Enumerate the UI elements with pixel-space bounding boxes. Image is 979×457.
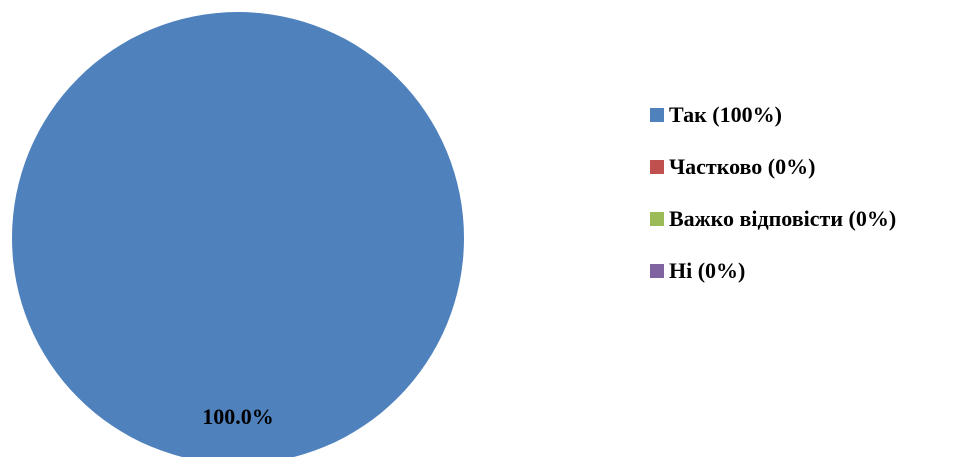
legend-label-vazhko-vidpovisty: Важко відповісти (0%) bbox=[669, 206, 897, 231]
legend-label-chastkovo: Частково (0%) bbox=[669, 154, 816, 179]
pie-data-labels: 100.0% bbox=[202, 404, 274, 429]
legend-label-ni: Ні (0%) bbox=[669, 258, 746, 283]
legend-label-tak: Так (100%) bbox=[669, 102, 782, 127]
legend-item-ni: Ні (0%) bbox=[650, 256, 896, 286]
pie-slice-tak bbox=[12, 12, 464, 457]
legend-swatch-tak bbox=[650, 108, 664, 122]
legend-swatch-ni bbox=[650, 264, 664, 278]
legend-swatch-vazhko-vidpovisty bbox=[650, 212, 664, 226]
legend-swatch-chastkovo bbox=[650, 160, 664, 174]
legend-item-chastkovo: Частково (0%) bbox=[650, 152, 896, 182]
pie-slices bbox=[12, 12, 464, 457]
legend-item-vazhko-vidpovisty: Важко відповісти (0%) bbox=[650, 204, 896, 234]
data-label-tak: 100.0% bbox=[202, 404, 274, 429]
legend-item-tak: Так (100%) bbox=[650, 100, 896, 130]
chart-legend: Так (100%) Частково (0%) Важко відповіст… bbox=[650, 100, 896, 308]
